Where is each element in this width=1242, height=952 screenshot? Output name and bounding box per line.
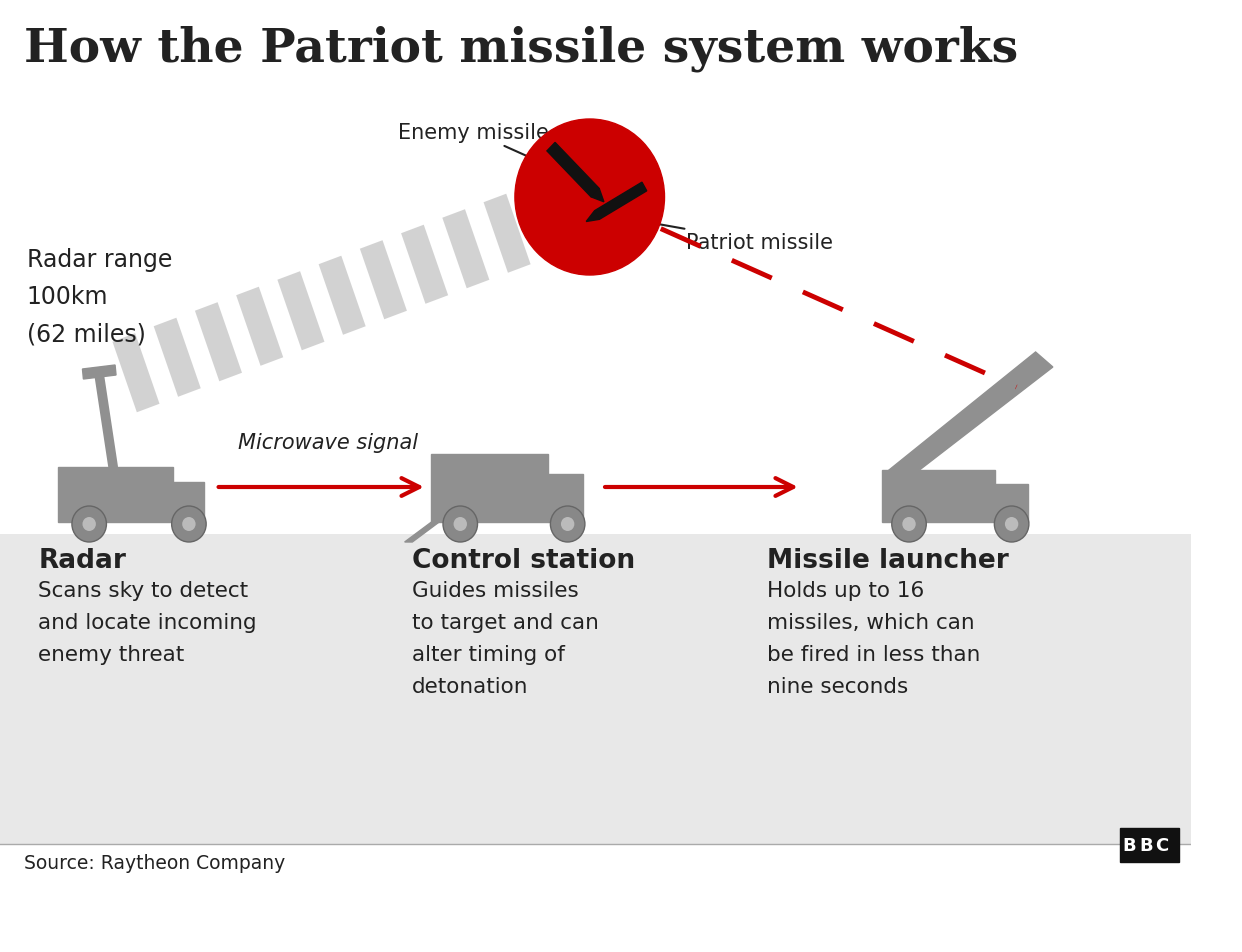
Text: Guides missiles
to target and can
alter timing of
detonation: Guides missiles to target and can alter …	[412, 581, 599, 696]
Circle shape	[453, 518, 467, 531]
Polygon shape	[0, 534, 1191, 844]
Circle shape	[902, 518, 915, 531]
Polygon shape	[82, 366, 116, 380]
Polygon shape	[549, 474, 582, 523]
Polygon shape	[884, 352, 1053, 485]
Circle shape	[171, 506, 206, 543]
Text: Radar range
100km
(62 miles): Radar range 100km (62 miles)	[27, 248, 173, 347]
Polygon shape	[277, 272, 324, 351]
Circle shape	[561, 518, 574, 531]
Circle shape	[72, 506, 107, 543]
Polygon shape	[442, 210, 489, 289]
Text: Patriot missile: Patriot missile	[621, 218, 832, 252]
Text: Source: Raytheon Company: Source: Raytheon Company	[24, 853, 286, 872]
Polygon shape	[431, 454, 549, 523]
Text: Missile launcher: Missile launcher	[768, 547, 1009, 573]
Polygon shape	[882, 470, 995, 523]
Polygon shape	[319, 256, 365, 335]
Polygon shape	[236, 288, 283, 367]
Circle shape	[892, 506, 927, 543]
Polygon shape	[546, 143, 599, 198]
Text: How the Patriot missile system works: How the Patriot missile system works	[24, 25, 1018, 71]
Polygon shape	[113, 334, 159, 413]
Text: C: C	[1155, 836, 1169, 854]
Circle shape	[443, 506, 477, 543]
FancyBboxPatch shape	[1120, 828, 1180, 863]
Polygon shape	[401, 226, 448, 305]
Polygon shape	[483, 194, 530, 273]
Text: Control station: Control station	[412, 547, 636, 573]
Circle shape	[82, 518, 96, 531]
Text: Microwave signal: Microwave signal	[237, 432, 417, 452]
Text: B: B	[1139, 836, 1153, 854]
Polygon shape	[591, 189, 604, 203]
Circle shape	[515, 120, 664, 276]
Circle shape	[1005, 518, 1018, 531]
Polygon shape	[595, 183, 647, 220]
Polygon shape	[405, 523, 440, 543]
Circle shape	[995, 506, 1028, 543]
Polygon shape	[360, 241, 407, 320]
Polygon shape	[154, 318, 201, 397]
Text: B: B	[1123, 836, 1136, 854]
Text: Scans sky to detect
and locate incoming
enemy threat: Scans sky to detect and locate incoming …	[39, 581, 257, 664]
Text: Holds up to 16
missiles, which can
be fired in less than
nine seconds: Holds up to 16 missiles, which can be fi…	[768, 581, 980, 696]
Polygon shape	[195, 303, 242, 382]
Polygon shape	[57, 467, 173, 523]
Circle shape	[550, 506, 585, 543]
Polygon shape	[586, 211, 600, 222]
Polygon shape	[995, 485, 1028, 523]
Circle shape	[183, 518, 195, 531]
Polygon shape	[173, 483, 204, 523]
Text: Radar: Radar	[39, 547, 127, 573]
Text: Enemy missile: Enemy missile	[397, 123, 549, 167]
